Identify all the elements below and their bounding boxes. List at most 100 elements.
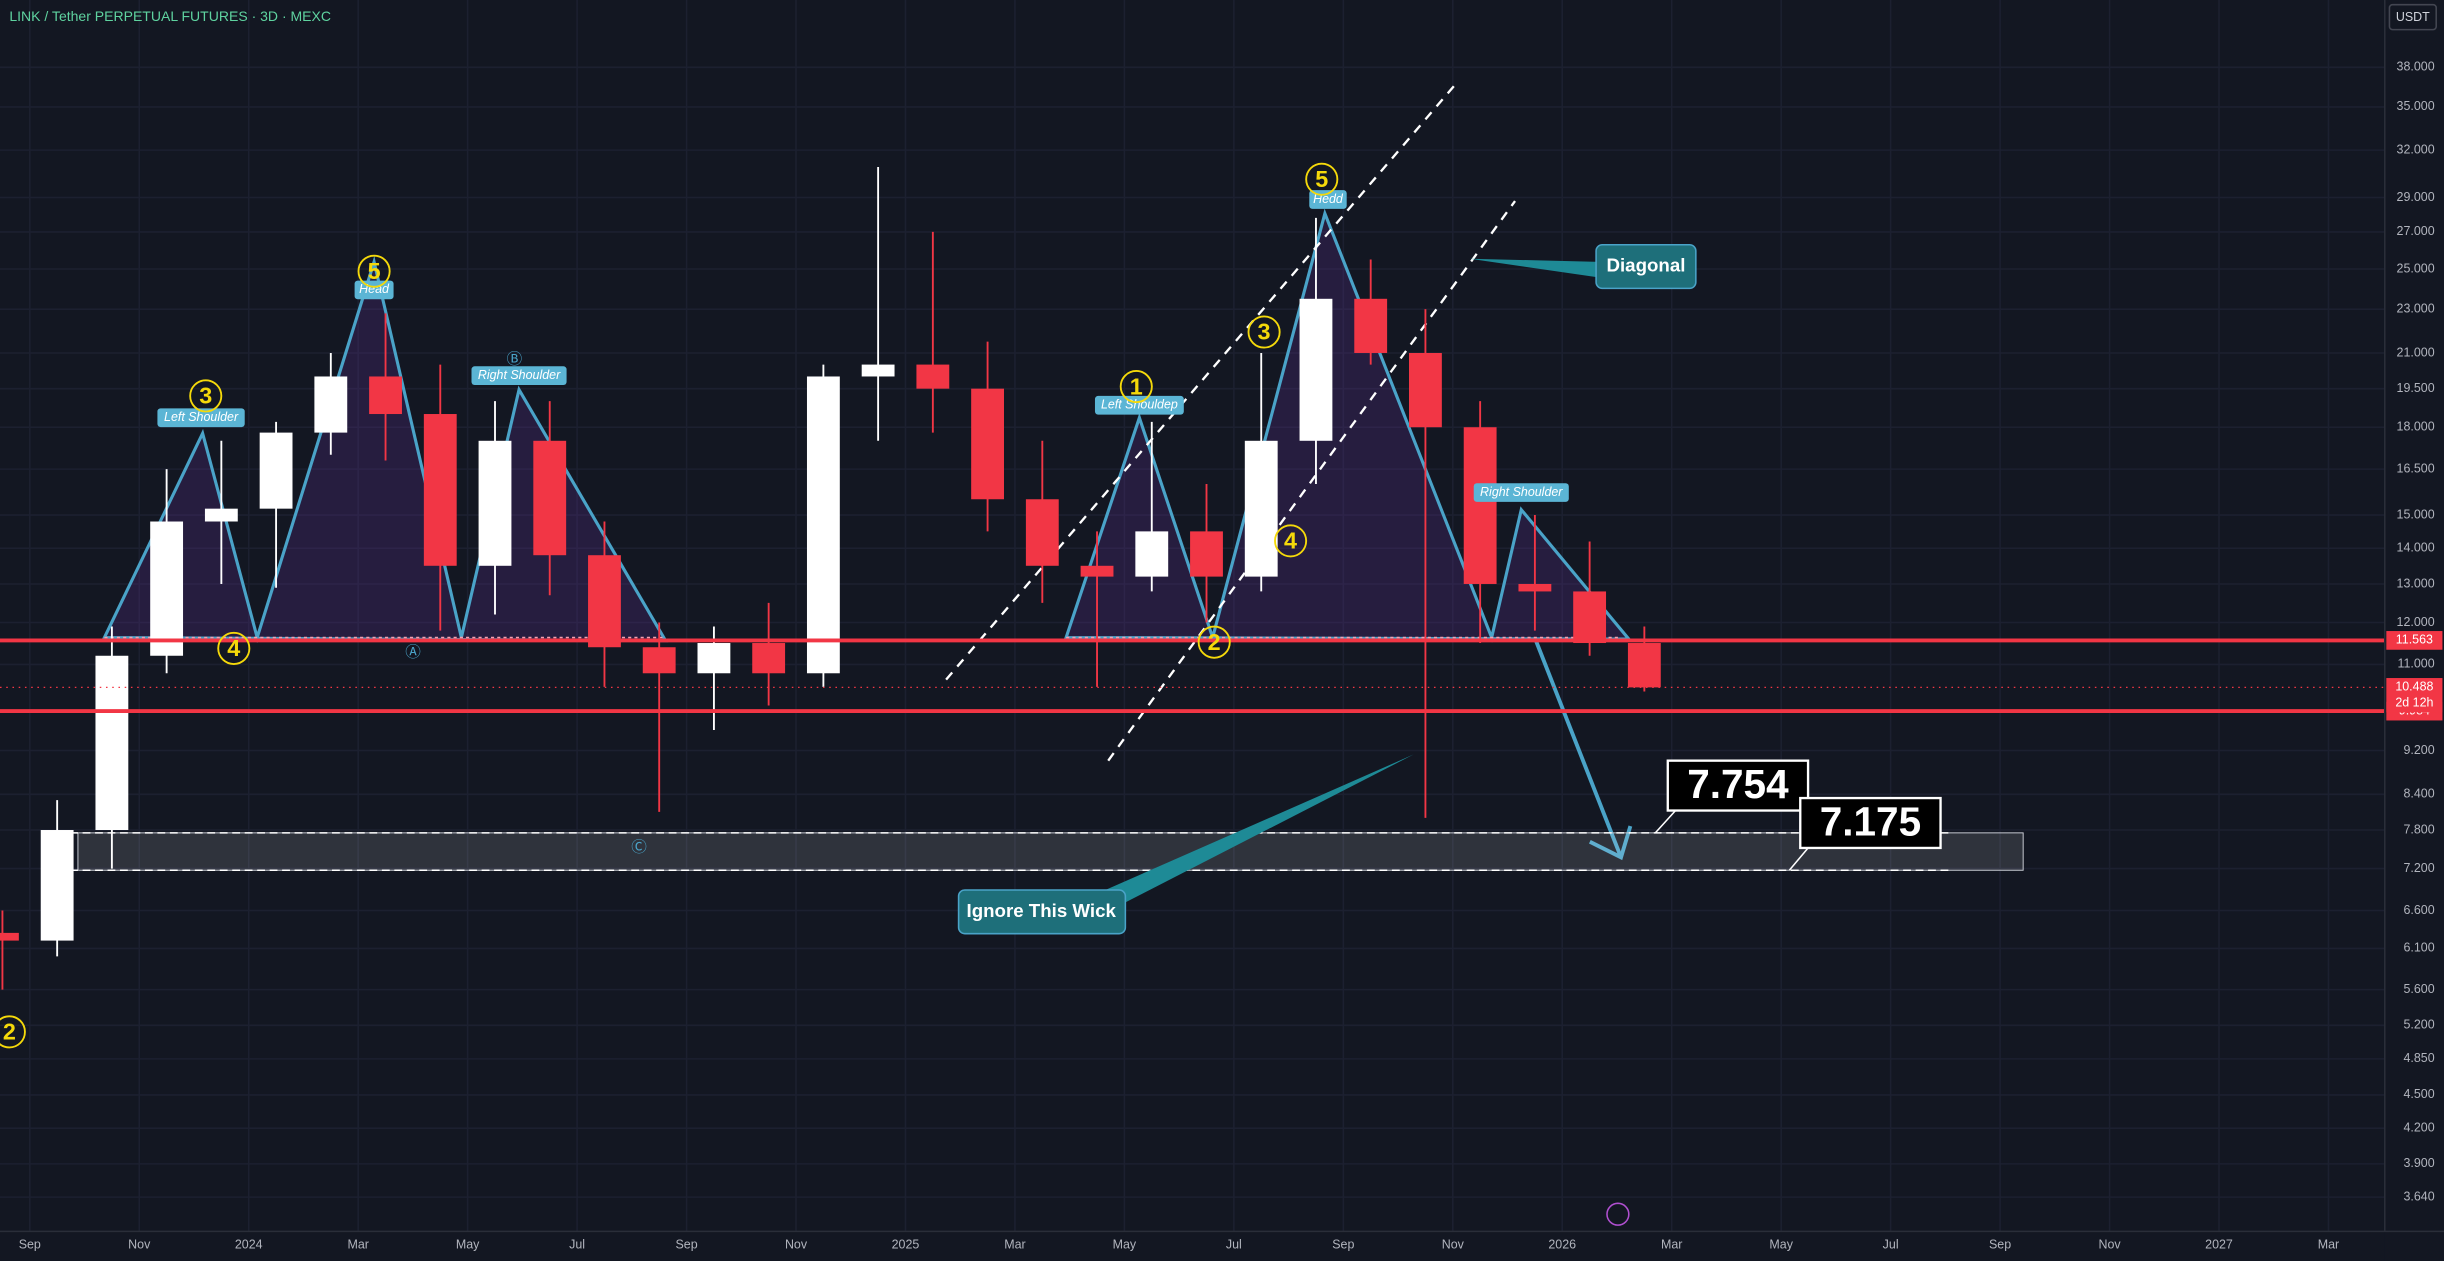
x-tick-label: 2027 [2205, 1238, 2233, 1252]
candles [0, 166, 1661, 990]
candle-body [1135, 531, 1169, 577]
currency-box [2388, 3, 2437, 31]
candle-body [478, 440, 512, 566]
candle-body [916, 364, 950, 389]
price-axis [2384, 0, 2444, 1261]
projection-arrow [1533, 638, 1623, 859]
x-tick-label: Nov [128, 1238, 151, 1252]
x-tick-label: Sep [1989, 1238, 2011, 1252]
wave-circle [1197, 625, 1231, 659]
wave-label: 3 [199, 383, 212, 409]
pattern-label: Left Shoulder [164, 410, 239, 424]
y-tick-label: 18.000 [2397, 420, 2435, 434]
candle-body [752, 643, 786, 674]
point-label: Ⓒ [631, 838, 647, 856]
icon [1606, 1202, 1630, 1226]
candle-body [806, 376, 840, 674]
wave-circle [357, 254, 391, 288]
candle-body [642, 647, 676, 674]
x-tick-label: Mar [347, 1238, 368, 1252]
target-label: 7.754 [1687, 761, 1789, 807]
y-tick-label: 4.500 [2403, 1087, 2434, 1101]
candle-body [40, 830, 74, 941]
wave-circle [189, 379, 223, 413]
pattern-label-box [471, 366, 567, 386]
candle-body [1299, 298, 1333, 441]
x-tick-label: Sep [19, 1238, 41, 1252]
point-label: Ⓐ [405, 643, 421, 661]
y-tick-label: 9.200 [2403, 743, 2434, 757]
y-tick-label: 4.200 [2403, 1120, 2434, 1134]
y-tick-label: 3.640 [2403, 1189, 2434, 1203]
x-tick-label: Mar [2318, 1238, 2339, 1252]
wave-label: 5 [1315, 166, 1328, 192]
candle-body [588, 555, 621, 648]
wave-label: 2 [1208, 629, 1221, 655]
y-tick-label: 6.600 [2403, 903, 2434, 917]
wave-circle [1305, 162, 1339, 196]
x-tick-label: Mar [1004, 1238, 1025, 1252]
level-label: 11.563 [2396, 633, 2433, 647]
wave-label: 4 [227, 635, 240, 661]
note-box [1595, 243, 1697, 290]
countdown: 2d 12h [2395, 695, 2433, 709]
candle-body [1518, 583, 1552, 592]
candle-body [95, 655, 129, 831]
wave-circle [0, 1015, 26, 1049]
currency: USDT [2396, 10, 2430, 24]
target-label: 7.175 [1820, 798, 1921, 844]
candle-body [1463, 427, 1497, 584]
y-tick-label: 7.200 [2403, 861, 2434, 875]
x-tick-label: 2025 [892, 1238, 920, 1252]
x-tick-label: 2026 [1548, 1238, 1576, 1252]
y-tick-label: 19.500 [2397, 381, 2435, 395]
x-tick-label: Nov [785, 1238, 808, 1252]
note-box [957, 889, 1127, 935]
candle-body [204, 508, 238, 522]
y-tick-label: 15.000 [2397, 507, 2435, 521]
x-tick-label: May [1769, 1238, 1793, 1252]
y-tick-label: 35.000 [2397, 99, 2435, 113]
last-price-box [2386, 678, 2443, 713]
note-pointer [1091, 754, 1414, 905]
candle-body [1244, 440, 1278, 577]
y-tick-label: 4.850 [2403, 1051, 2434, 1065]
pattern-label-box [157, 408, 245, 428]
candle-body [1573, 591, 1607, 644]
wave-label: 4 [1284, 528, 1297, 554]
x-tick-label: Jul [569, 1238, 585, 1252]
y-tick-label: 38.000 [2397, 60, 2435, 74]
target-label-box [1799, 796, 1942, 850]
y-tick-label: 13.000 [2397, 576, 2435, 590]
y-tick-label: 11.000 [2397, 657, 2434, 671]
y-tick-label: 23.000 [2397, 301, 2435, 315]
axes: 38.000 35.000 32.000 29.000 27.000 25.000 23.0… [19, 60, 2443, 1252]
pattern-label: Head [359, 282, 390, 296]
x-tick-label: Nov [1442, 1238, 1465, 1252]
y-tick-label: 25.000 [2397, 261, 2435, 275]
candle-body [314, 376, 348, 433]
pattern-label: Right Shoulder [478, 368, 561, 382]
candle-body [259, 432, 293, 509]
x-tick-label: Sep [675, 1238, 697, 1252]
note: Diagonal [1606, 254, 1685, 275]
candle-body [150, 521, 184, 656]
y-tick-label: 16.500 [2397, 461, 2435, 475]
chart-title: LINK / Tether PERPETUAL FUTURES · 3D · M… [9, 8, 331, 24]
pattern-label-box [354, 280, 394, 300]
target-connector [1654, 810, 1677, 834]
x-tick-label: May [1113, 1238, 1137, 1252]
y-tick-label: 3.900 [2403, 1156, 2434, 1170]
x-tick-label: Mar [1661, 1238, 1682, 1252]
wave-label: 5 [368, 258, 381, 284]
target-zone [77, 832, 2024, 871]
candle-body [1354, 298, 1388, 353]
pattern-label: Right Shoulder [1480, 485, 1563, 499]
wave-circle [1247, 315, 1281, 349]
wave-circle [217, 631, 251, 665]
candle-body [0, 932, 19, 941]
y-tick-label: 7.800 [2403, 822, 2434, 836]
wave-label: 3 [1258, 319, 1271, 345]
